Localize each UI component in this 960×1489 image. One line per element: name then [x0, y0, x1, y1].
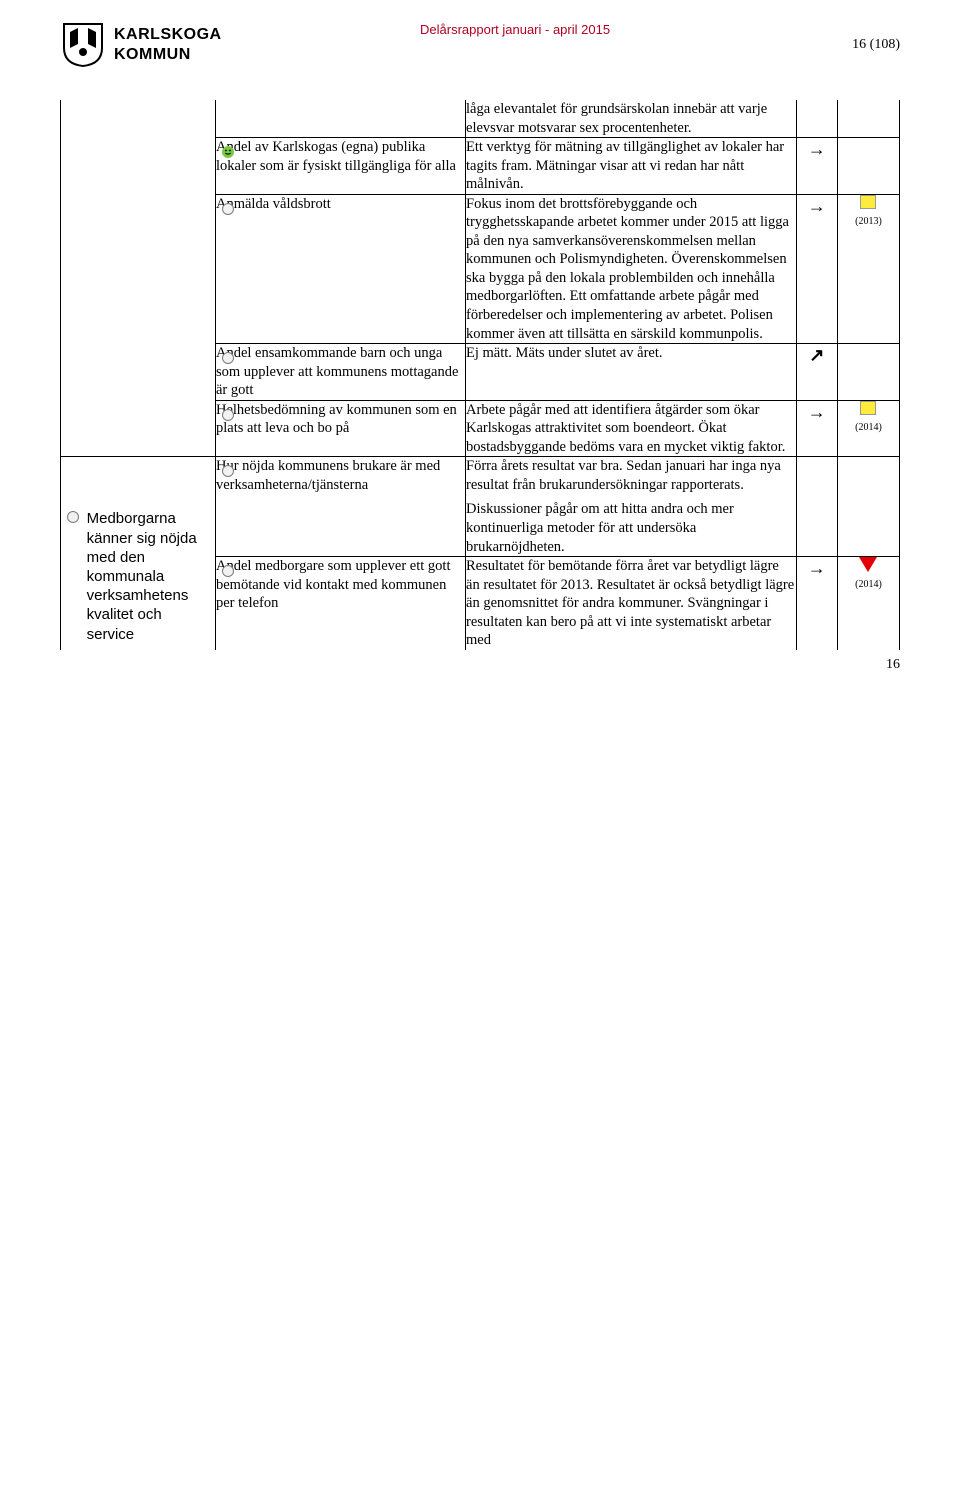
status-cell: [837, 344, 899, 401]
indicator-text: Hur nöjda kommunens brukare är med verks…: [216, 458, 440, 493]
status-cell: (2014): [837, 400, 899, 457]
status-cell: (2014): [837, 557, 899, 650]
status-yellow-icon: [860, 195, 876, 209]
arrow-up-right-icon: ↗: [809, 345, 824, 365]
bullet-grey-icon: [222, 565, 234, 577]
status-cell: [837, 138, 899, 195]
comment-cell: Ej mätt. Mäts under slutet av året.: [466, 344, 797, 401]
goal-cell-empty: [61, 100, 216, 457]
page-header: KARLSKOGA KOMMUN Delårsrapport januari -…: [60, 22, 900, 92]
comment-text: Diskussioner pågår om att hitta andra oc…: [466, 500, 796, 556]
report-table: låga elevantalet för grundsärskolan inne…: [60, 100, 900, 650]
bullet-grey-icon: [67, 511, 79, 523]
trend-cell: [796, 100, 837, 138]
comment-cell: Resultatet för bemötande förra året var …: [466, 557, 797, 650]
indicator-cell: Andel medborgare som upplever ett gott b…: [215, 557, 465, 650]
arrow-right-icon: →: [808, 558, 826, 578]
table-row: låga elevantalet för grundsärskolan inne…: [61, 100, 900, 138]
municipality-crest-icon: [60, 22, 106, 68]
indicator-text: Andel ensamkommande barn och unga som up…: [216, 345, 458, 398]
arrow-right-icon: →: [808, 196, 826, 216]
bullet-grey-icon: [222, 409, 234, 421]
trend-cell: [796, 457, 837, 557]
logo-block: KARLSKOGA KOMMUN: [60, 22, 222, 68]
bullet-grey-icon: [222, 203, 234, 215]
status-red-triangle-icon: [859, 557, 877, 572]
comment-text: Ett verktyg för mätning av tillgänglighe…: [466, 139, 784, 192]
comment-cell: låga elevantalet för grundsärskolan inne…: [466, 100, 797, 138]
status-year: (2014): [838, 579, 899, 592]
logo-line1: KARLSKOGA: [114, 25, 222, 45]
comment-text: Förra årets resultat var bra. Sedan janu…: [466, 457, 796, 494]
smiley-green-icon: [222, 146, 234, 158]
bullet-grey-icon: [222, 352, 234, 364]
status-cell: (2013): [837, 194, 899, 343]
indicator-cell: Helhetsbedömning av kommunen som en plat…: [215, 400, 465, 457]
trend-cell: ↗: [796, 344, 837, 401]
indicator-cell: Hur nöjda kommunens brukare är med verks…: [215, 457, 465, 557]
comment-text: Resultatet för bemötande förra året var …: [466, 558, 794, 648]
goal-label: Medborgarna känner sig nöjda med den kom…: [87, 505, 207, 643]
logo-line2: KOMMUN: [114, 45, 222, 65]
page-number-top: 16 (108): [852, 36, 900, 54]
comment-text: låga elevantalet för grundsärskolan inne…: [466, 101, 767, 136]
status-yellow-icon: [860, 401, 876, 415]
indicator-text: Andel medborgare som upplever ett gott b…: [216, 558, 451, 611]
table-row: Medborgarna känner sig nöjda med den kom…: [61, 457, 900, 557]
indicator-text: Andel av Karlskogas (egna) publika lokal…: [216, 139, 456, 174]
bullet-grey-icon: [222, 465, 234, 477]
trend-cell: →: [796, 400, 837, 457]
comment-cell: Förra årets resultat var bra. Sedan janu…: [466, 457, 797, 557]
indicator-cell: [215, 100, 465, 138]
trend-cell: →: [796, 194, 837, 343]
comment-text: Fokus inom det brottsförebyggande och tr…: [466, 196, 789, 342]
indicator-cell: Andel av Karlskogas (egna) publika lokal…: [215, 138, 465, 195]
trend-cell: →: [796, 138, 837, 195]
status-cell: [837, 457, 899, 557]
status-year: (2014): [838, 422, 899, 435]
goal-cell: Medborgarna känner sig nöjda med den kom…: [61, 457, 216, 650]
arrow-right-icon: →: [808, 402, 826, 422]
report-title: Delårsrapport januari - april 2015: [420, 22, 610, 39]
comment-cell: Fokus inom det brottsförebyggande och tr…: [466, 194, 797, 343]
indicator-cell: Andel ensamkommande barn och unga som up…: [215, 344, 465, 401]
indicator-text: Helhetsbedömning av kommunen som en plat…: [216, 402, 457, 437]
comment-cell: Ett verktyg för mätning av tillgänglighe…: [466, 138, 797, 195]
comment-text: Ej mätt. Mäts under slutet av året.: [466, 345, 663, 361]
status-cell: [837, 100, 899, 138]
logo-text: KARLSKOGA KOMMUN: [114, 25, 222, 66]
comment-text: Arbete pågår med att identifiera åtgärde…: [466, 402, 785, 455]
status-year: (2013): [838, 216, 899, 229]
arrow-right-icon: →: [808, 139, 826, 159]
page-number-bottom: 16: [60, 656, 900, 674]
indicator-cell: Anmälda våldsbrott: [215, 194, 465, 343]
trend-cell: →: [796, 557, 837, 650]
comment-cell: Arbete pågår med att identifiera åtgärde…: [466, 400, 797, 457]
